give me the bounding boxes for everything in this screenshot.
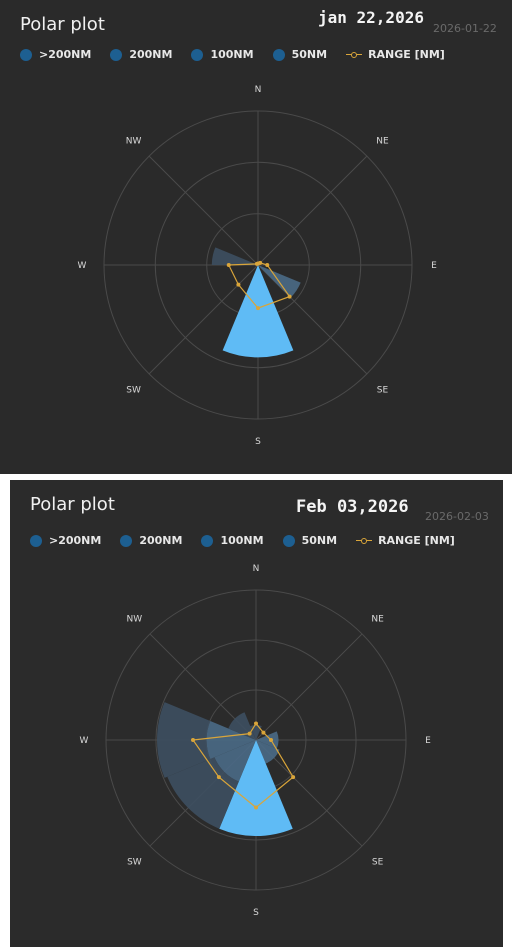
legend-label: 100NM — [210, 48, 254, 61]
legend-item-range[interactable]: RANGE [NM] — [356, 534, 455, 547]
range-point-w — [226, 263, 231, 267]
chart-title: Polar plot — [30, 494, 115, 515]
sector-w — [211, 247, 258, 265]
grid-spoke — [148, 264, 259, 375]
polar-chart-panel: Polar plot Feb 03,2026 2026-02-03 >200NM… — [10, 480, 503, 947]
direction-label-nw: NW — [126, 137, 142, 147]
legend-label: 100NM — [220, 534, 264, 547]
legend-item-200nm[interactable]: 200NM — [120, 534, 182, 547]
sector-se — [256, 740, 280, 764]
legend-dot-icon — [30, 534, 42, 547]
legend-dot-icon — [20, 48, 32, 61]
chart-date: Feb 03,2026 — [296, 497, 409, 517]
legend-item-over-200nm[interactable]: >200NM — [20, 48, 91, 61]
polar-chart-panel: Polar plot jan 22,2026 2026-01-22 >200NM… — [0, 0, 512, 474]
legend-label: 200NM — [129, 48, 173, 61]
legend-item-range[interactable]: RANGE [NM] — [346, 48, 445, 61]
range-point-sw — [216, 775, 221, 780]
chart-date-small: 2026-02-03 — [425, 510, 489, 523]
direction-label-se: SE — [372, 858, 384, 868]
direction-label-ne: NE — [376, 137, 389, 147]
range-point-se — [291, 775, 296, 780]
direction-label-n: N — [253, 564, 260, 574]
direction-label-s: S — [253, 908, 259, 918]
legend-item-100nm[interactable]: 100NM — [191, 48, 254, 61]
chart-title: Polar plot — [20, 14, 105, 35]
range-point-ne — [261, 730, 266, 735]
sector-s — [219, 740, 293, 836]
direction-label-w: W — [80, 736, 89, 746]
legend-dot-icon — [201, 534, 214, 547]
range-point-ne — [258, 260, 263, 265]
range-point-e — [269, 738, 273, 742]
direction-label-e: E — [431, 261, 437, 271]
legend-dot-icon — [110, 48, 123, 61]
legend-item-50nm[interactable]: 50NM — [282, 534, 338, 547]
range-point-sw — [236, 282, 241, 287]
direction-label-sw: SW — [126, 385, 141, 395]
grid-spoke — [255, 633, 363, 741]
direction-label-w: W — [78, 261, 87, 271]
grid-spoke — [257, 155, 368, 266]
range-point-se — [287, 294, 292, 299]
legend-dot-icon — [282, 534, 295, 547]
chart-legend: >200NM 200NM 100NM 50NM RANGE [NM] — [30, 534, 474, 547]
legend-label: 50NM — [291, 48, 328, 61]
polar-chart: N NE E SE S SW W NW — [80, 564, 432, 918]
range-point-s — [254, 805, 258, 810]
legend-item-100nm[interactable]: 100NM — [201, 534, 264, 547]
legend-item-over-200nm[interactable]: >200NM — [30, 534, 101, 547]
range-point-n — [254, 721, 258, 726]
direction-label-ne: NE — [371, 614, 384, 624]
sector-w — [206, 721, 256, 759]
polar-chart: N NE E SE S SW W NW — [78, 85, 438, 447]
chart-legend: >200NM 200NM 100NM 50NM RANGE [NM] — [20, 48, 464, 61]
range-point-nw — [247, 731, 252, 736]
sector-s — [222, 265, 294, 358]
legend-label: 50NM — [301, 534, 338, 547]
legend-label: >200NM — [39, 48, 92, 61]
chart-date: jan 22,2026 — [318, 8, 424, 27]
direction-label-e: E — [425, 736, 431, 746]
direction-label-s: S — [255, 437, 261, 447]
legend-label: >200NM — [49, 534, 102, 547]
direction-label-se: SE — [377, 385, 389, 395]
legend-dot-icon — [120, 534, 133, 547]
direction-label-nw: NW — [127, 614, 143, 624]
legend-line-icon — [356, 536, 373, 546]
sector-w — [157, 702, 211, 778]
grid-spoke — [148, 155, 259, 266]
direction-label-n: N — [255, 85, 262, 95]
legend-item-50nm[interactable]: 50NM — [272, 48, 328, 61]
direction-label-sw: SW — [127, 858, 142, 868]
range-point-s — [256, 306, 260, 311]
chart-date-small: 2026-01-22 — [433, 22, 497, 35]
legend-dot-icon — [191, 48, 204, 61]
sector-sw — [214, 740, 256, 782]
legend-label: 200NM — [139, 534, 183, 547]
legend-line-icon — [346, 50, 363, 60]
range-point-e — [265, 263, 270, 267]
range-point-nw — [254, 261, 259, 266]
range-point-w — [191, 738, 195, 742]
legend-item-200nm[interactable]: 200NM — [110, 48, 172, 61]
legend-dot-icon — [272, 48, 285, 61]
legend-label: RANGE [NM] — [378, 534, 455, 547]
sector-sw — [167, 757, 239, 829]
legend-label: RANGE [NM] — [368, 48, 445, 61]
